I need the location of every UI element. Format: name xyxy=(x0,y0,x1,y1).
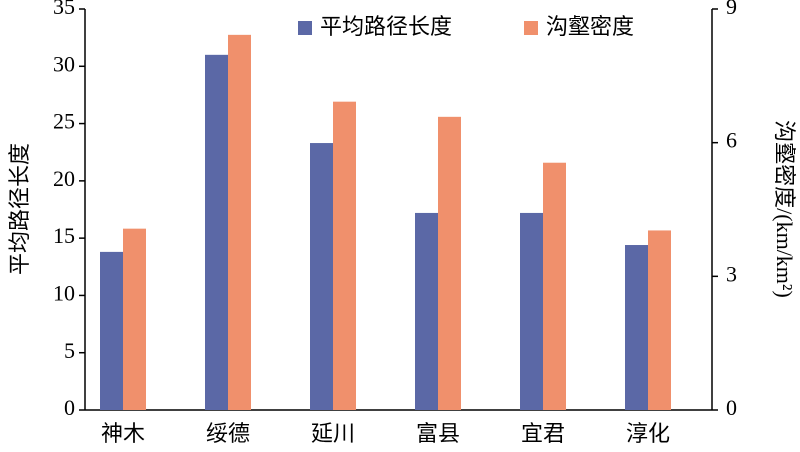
x-tick-label: 淳化 xyxy=(626,421,670,446)
y2-tick-label: 0 xyxy=(726,395,737,420)
y2-tick-label: 6 xyxy=(726,128,737,153)
y-tick-label: 10 xyxy=(53,280,75,305)
bar xyxy=(205,54,228,410)
y-tick-label: 30 xyxy=(53,51,75,76)
bar xyxy=(333,101,356,411)
y-axis-label: 平均路径长度 xyxy=(7,143,32,275)
y2-tick-label: 3 xyxy=(726,261,737,286)
bar xyxy=(415,212,438,410)
y-tick-label: 35 xyxy=(53,0,75,19)
y-tick-label: 25 xyxy=(53,109,75,134)
y-tick-label: 5 xyxy=(64,338,75,363)
legend-swatch xyxy=(524,21,538,35)
bar xyxy=(123,228,146,410)
x-tick-label: 绥德 xyxy=(206,421,250,446)
bar xyxy=(520,212,543,410)
x-tick-label: 宜君 xyxy=(521,421,565,446)
bar xyxy=(438,116,461,410)
bar xyxy=(100,251,123,410)
bar xyxy=(228,34,251,410)
legend-label: 沟壑密度 xyxy=(546,14,634,39)
legend-label: 平均路径长度 xyxy=(320,14,452,39)
y-tick-label: 20 xyxy=(53,166,75,191)
y2-tick-label: 9 xyxy=(726,0,737,19)
bar xyxy=(543,162,566,410)
x-tick-label: 延川 xyxy=(311,421,355,446)
y-tick-label: 0 xyxy=(64,395,75,420)
x-tick-label: 富县 xyxy=(416,421,460,446)
bar xyxy=(310,143,333,410)
y-tick-label: 15 xyxy=(53,223,75,248)
bar xyxy=(625,245,648,410)
legend-swatch xyxy=(298,21,312,35)
x-tick-label: 神木 xyxy=(101,421,145,446)
y2-axis-label: 沟壑密度/(km/km²) xyxy=(772,120,797,298)
bar xyxy=(648,230,671,410)
